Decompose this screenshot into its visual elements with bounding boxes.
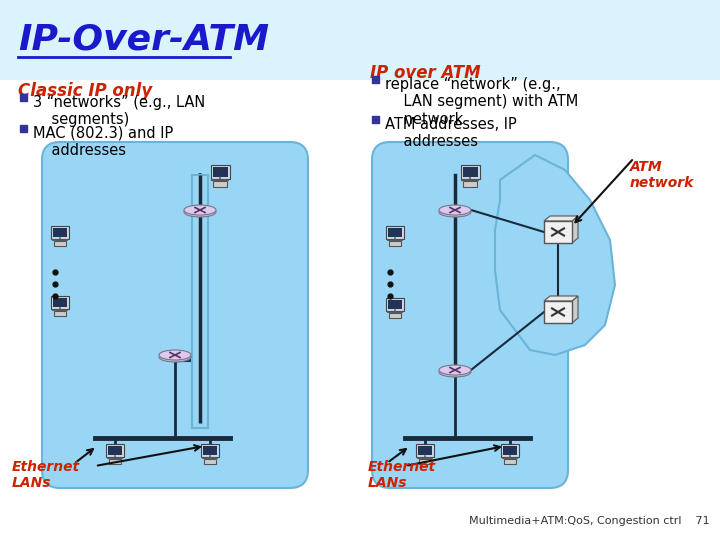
FancyBboxPatch shape (107, 444, 124, 457)
FancyBboxPatch shape (210, 165, 230, 179)
Bar (503, 446, 517, 455)
Polygon shape (192, 175, 208, 428)
Ellipse shape (439, 367, 471, 377)
FancyBboxPatch shape (372, 142, 568, 488)
Text: ATM
network: ATM network (630, 160, 694, 190)
FancyBboxPatch shape (387, 226, 404, 239)
Polygon shape (544, 216, 578, 221)
Bar (462, 166, 477, 177)
Polygon shape (572, 216, 578, 243)
Bar (20, 125, 27, 132)
Ellipse shape (439, 365, 471, 375)
Bar (54, 241, 66, 246)
Ellipse shape (184, 207, 216, 217)
Bar (108, 446, 122, 455)
Bar (463, 181, 477, 187)
Bar (389, 241, 401, 246)
Bar (212, 166, 228, 177)
Text: Ethernet
LANs: Ethernet LANs (12, 460, 80, 490)
Text: MAC (802.3) and IP
    addresses: MAC (802.3) and IP addresses (33, 126, 174, 158)
Bar (372, 76, 379, 83)
Ellipse shape (159, 350, 191, 360)
FancyBboxPatch shape (501, 444, 518, 457)
Text: replace “network” (e.g.,
    LAN segment) with ATM
    network: replace “network” (e.g., LAN segment) wi… (385, 77, 578, 127)
Ellipse shape (184, 205, 216, 215)
Bar (544, 221, 572, 243)
Bar (544, 301, 572, 323)
Bar (213, 181, 227, 187)
Bar (389, 313, 401, 318)
Polygon shape (495, 155, 615, 355)
FancyBboxPatch shape (202, 444, 219, 457)
FancyBboxPatch shape (51, 226, 68, 239)
FancyBboxPatch shape (387, 298, 404, 310)
FancyBboxPatch shape (42, 142, 308, 488)
Text: Multimedia+ATM:QoS, Congestion ctrl    71: Multimedia+ATM:QoS, Congestion ctrl 71 (469, 516, 710, 526)
Ellipse shape (439, 207, 471, 217)
Bar (109, 459, 121, 464)
Ellipse shape (439, 205, 471, 215)
Bar (504, 459, 516, 464)
Polygon shape (572, 296, 578, 323)
Polygon shape (544, 296, 578, 301)
Text: IP over ATM: IP over ATM (370, 64, 481, 82)
Ellipse shape (159, 352, 191, 362)
Bar (203, 446, 217, 455)
Bar (372, 116, 379, 123)
Bar (53, 298, 67, 307)
Text: Ethernet
LANs: Ethernet LANs (368, 460, 436, 490)
Bar (20, 94, 27, 101)
Bar (388, 300, 402, 309)
Bar (0, 0, 720, 80)
Bar (204, 459, 216, 464)
Text: 3 “networks” (e.g., LAN
    segments): 3 “networks” (e.g., LAN segments) (33, 95, 205, 127)
Bar (418, 446, 432, 455)
FancyBboxPatch shape (51, 296, 68, 309)
Bar (419, 459, 431, 464)
Bar (53, 228, 67, 237)
Bar (54, 311, 66, 316)
Text: IP-Over-ATM: IP-Over-ATM (18, 23, 269, 57)
Text: ATM addresses, IP
    addresses: ATM addresses, IP addresses (385, 117, 517, 150)
FancyBboxPatch shape (416, 444, 433, 457)
FancyBboxPatch shape (461, 165, 480, 179)
Text: Classic IP only: Classic IP only (18, 82, 152, 100)
Bar (388, 228, 402, 237)
